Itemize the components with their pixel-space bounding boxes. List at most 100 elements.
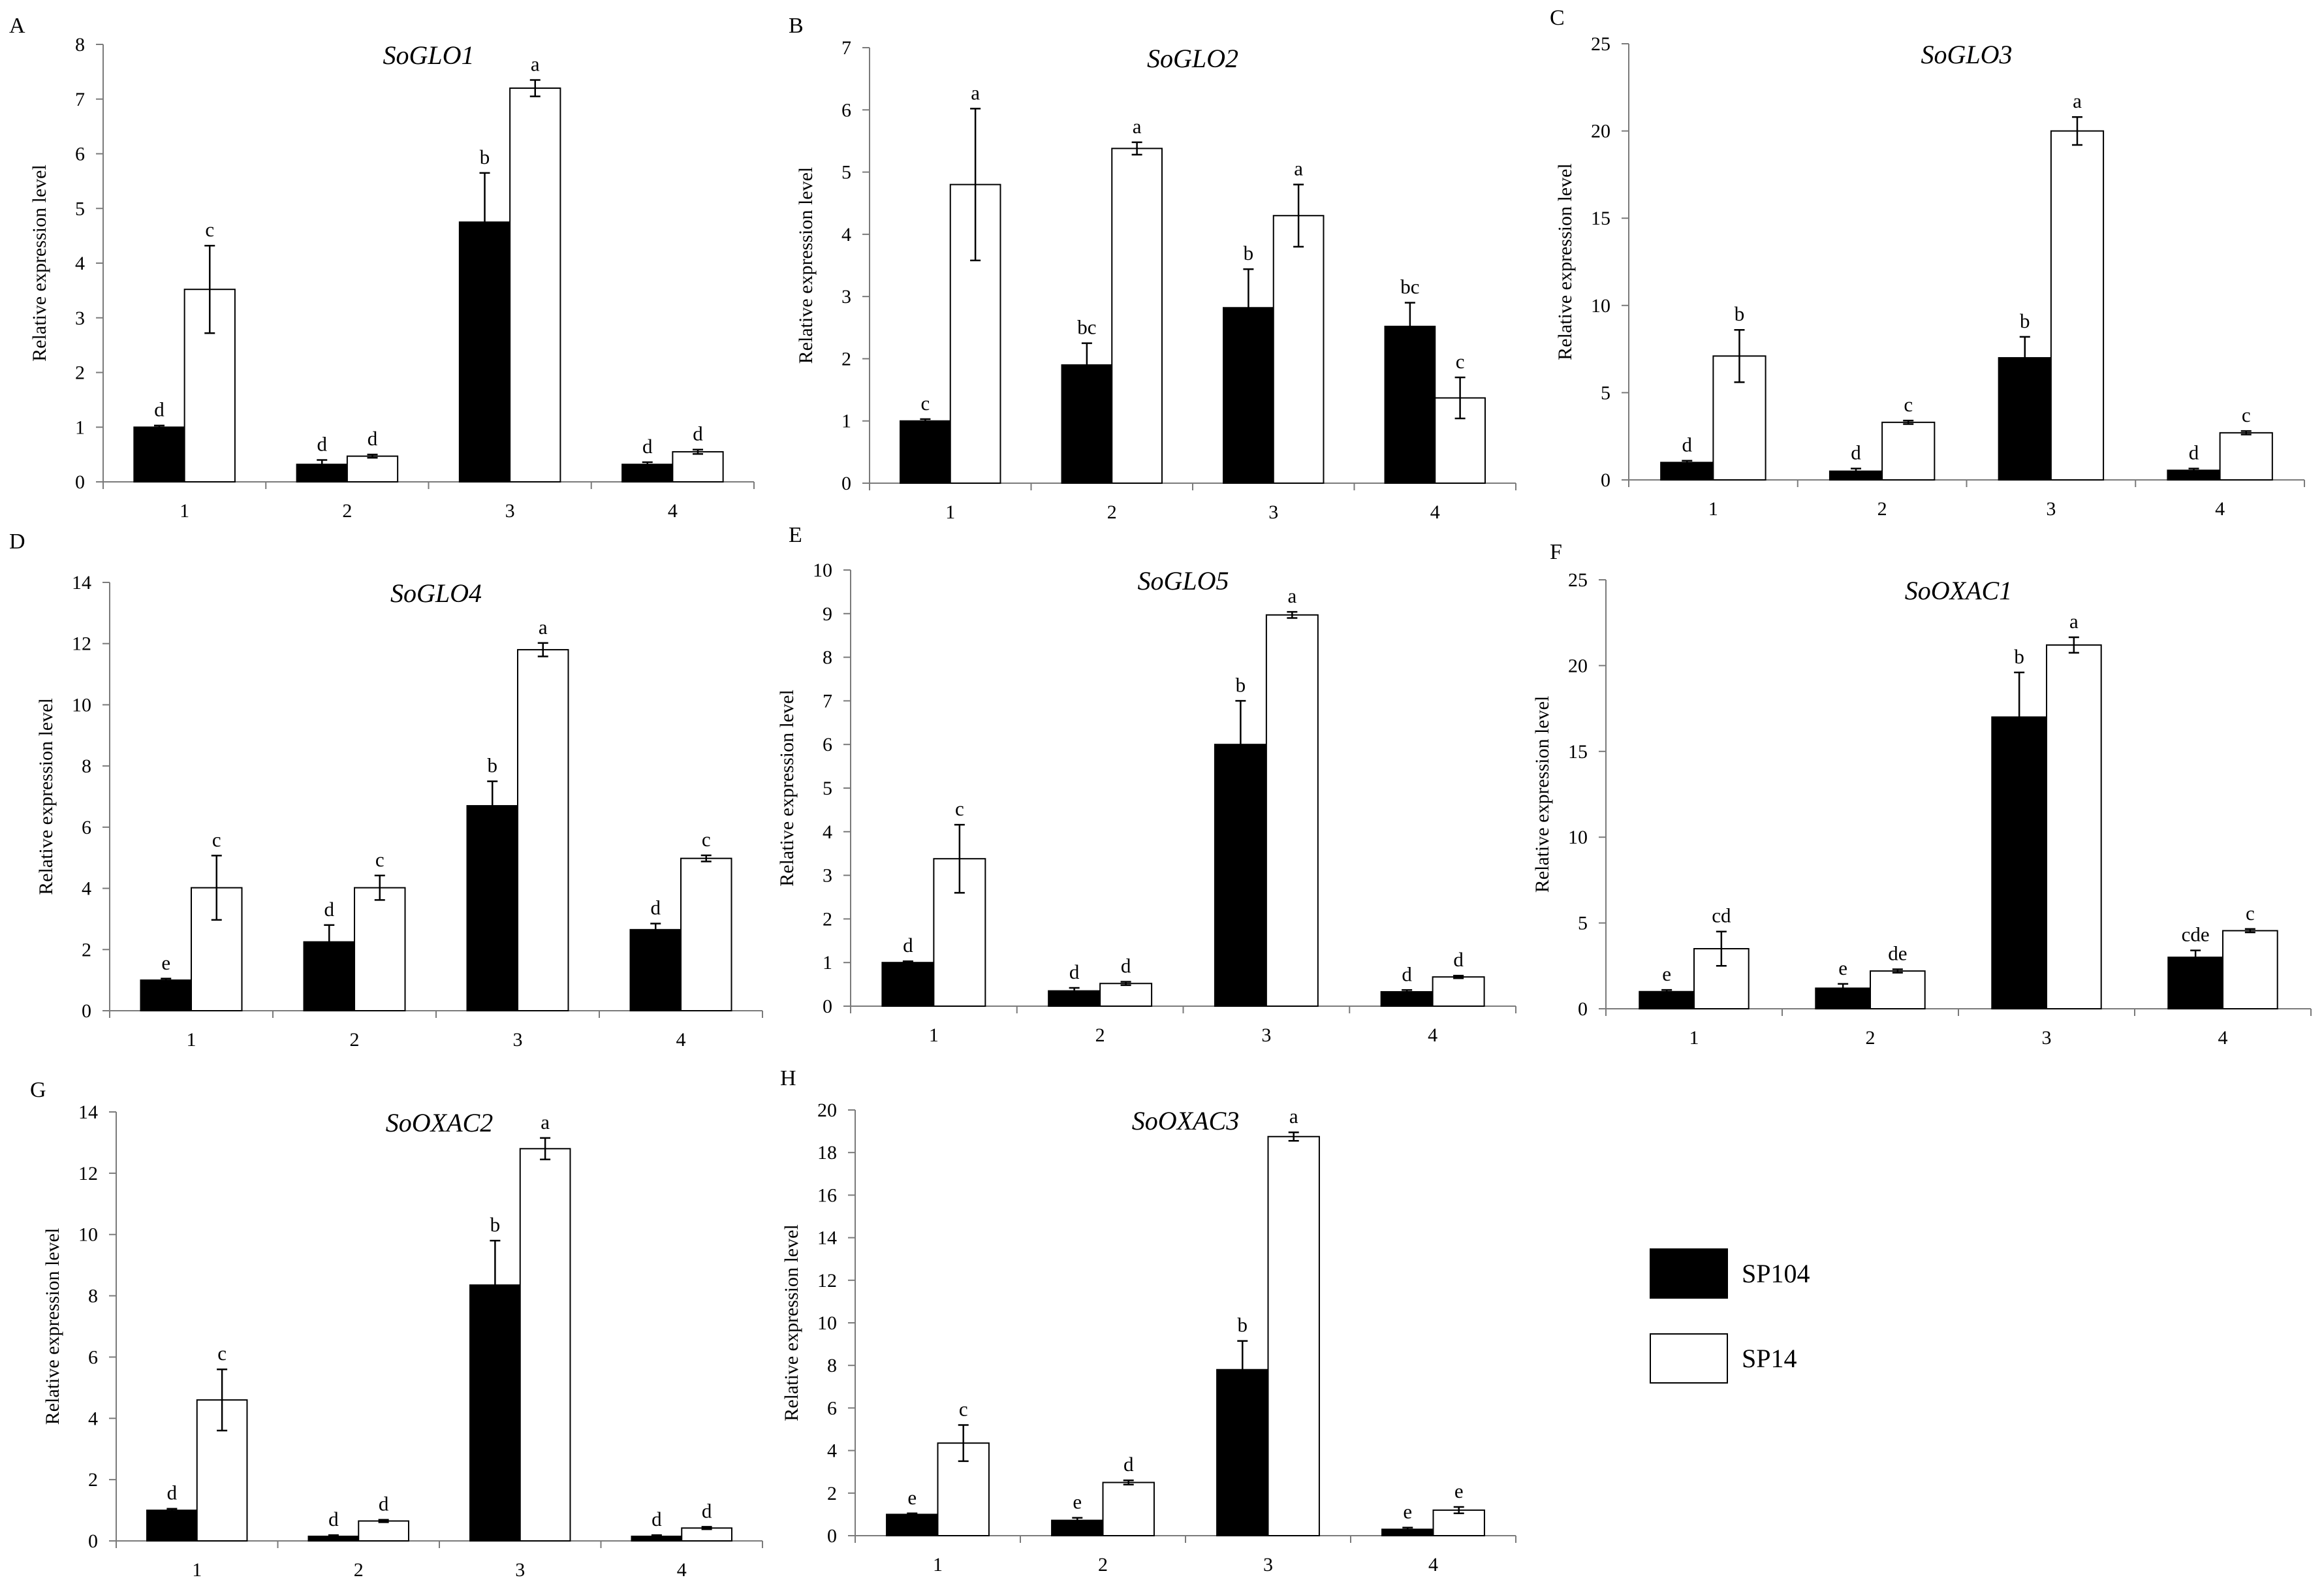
- panel-b-bar-sp104-1: [900, 420, 951, 484]
- panel-a-ytick-label: 3: [75, 308, 85, 329]
- panel-d-ytick-label: 2: [82, 939, 91, 960]
- panel-f-sig-label: c: [2246, 902, 2255, 925]
- panel-e-sig-label: d: [1453, 948, 1464, 971]
- panel-d-ytick-label: 0: [82, 1000, 91, 1022]
- panel-h-ytick-label: 18: [817, 1142, 837, 1164]
- panel-g-ytick-label: 0: [88, 1530, 98, 1552]
- panel-c-sig-label: c: [1904, 393, 1913, 416]
- panel-c-ytick-label: 15: [1591, 208, 1610, 229]
- panel-d-bar-sp14-3: [517, 649, 569, 1011]
- panel-g-ytick-label: 4: [88, 1408, 98, 1429]
- panel-e-ylabel: Relative expression level: [776, 689, 798, 887]
- panel-h-bar-sp14-2: [1102, 1481, 1155, 1536]
- panel-e-sig-label: a: [1287, 584, 1296, 607]
- panel-c-bar-sp14-3: [2050, 130, 2105, 481]
- panel-b-sig-label: c: [1456, 350, 1465, 373]
- panel-h-sig-label: d: [1123, 1453, 1134, 1476]
- panel-c-sig-label: a: [2073, 89, 2082, 112]
- panel-a-sig-label: c: [205, 218, 214, 241]
- panel-h-bar-sp14-4: [1432, 1509, 1485, 1536]
- panel-a-title: SoGLO1: [383, 40, 474, 70]
- panel-f-xtick-label: 1: [1689, 1027, 1699, 1049]
- panel-f-ytick-label: 0: [1578, 998, 1588, 1020]
- panel-g-sig-label: d: [328, 1508, 339, 1530]
- panel-f-xtick-label: 3: [2042, 1027, 2052, 1049]
- panel-g-ylabel: Relative expression level: [42, 1228, 63, 1425]
- panel-d-sig-label: e: [161, 951, 170, 974]
- panel-d-bar-sp14-2: [354, 887, 406, 1011]
- panel-d-ytick-label: 4: [82, 878, 91, 900]
- panel-d-sig-label: c: [702, 828, 711, 851]
- panel-h-sig-label: e: [1403, 1500, 1412, 1523]
- panel-d-sig-label: c: [375, 848, 385, 871]
- panel-h-sig-label: b: [1238, 1314, 1248, 1337]
- panel-a-bar-sp14-2: [346, 455, 399, 483]
- panel-a-bar-sp14-4: [672, 451, 724, 483]
- panel-f-sig-label: cd: [1712, 904, 1731, 927]
- panel-f-bar-sp104-4: [2167, 957, 2224, 1010]
- panel-f-xtick-label: 4: [2218, 1027, 2228, 1049]
- panel-a-xtick-label: 1: [180, 500, 189, 522]
- panel-a-bar-sp104-1: [133, 426, 185, 483]
- panel-d-sig-label: d: [651, 896, 661, 919]
- panel-f-sig-label: b: [2014, 645, 2024, 668]
- panel-d-ytick-label: 10: [72, 694, 91, 716]
- panel-a: A SoGLO1 Relative expression level 0 1 2 3 4 5 6 7…: [9, 14, 755, 522]
- panel-e-ytick-label: 1: [823, 952, 832, 974]
- panel-g-ytick-label: 10: [78, 1224, 98, 1246]
- panel-d-sig-label: a: [539, 616, 548, 639]
- panel-h-bar-sp14-3: [1267, 1135, 1320, 1536]
- panel-g-letter: G: [30, 1078, 46, 1102]
- panel-a-sig-label: d: [368, 427, 378, 450]
- panel-h-xtick-label: 4: [1428, 1554, 1438, 1576]
- panel-a-ytick-label: 5: [75, 198, 85, 219]
- panel-g-sig-label: b: [490, 1213, 501, 1236]
- panel-h-sig-label: e: [907, 1486, 917, 1509]
- panel-d-xtick-label: 4: [676, 1029, 686, 1051]
- panel-e-ytick-label: 4: [823, 821, 832, 843]
- panel-c-letter: C: [1550, 6, 1565, 30]
- panel-f-sig-label: e: [1662, 962, 1671, 985]
- panel-c-bar-sp14-2: [1881, 421, 1936, 481]
- panel-b-ytick-label: 1: [841, 411, 851, 432]
- panel-a-xtick-label: 4: [668, 500, 678, 522]
- panel-c-sig-label: b: [2020, 309, 2030, 332]
- panel-a-ytick-label: 4: [75, 253, 85, 274]
- panel-d-bar-sp14-1: [191, 887, 243, 1011]
- panel-e-bar-sp14-3: [1265, 614, 1319, 1007]
- panel-h-ytick-label: 20: [817, 1100, 837, 1121]
- panel-g-ytick-label: 12: [78, 1163, 98, 1184]
- panel-b-ylabel: Relative expression level: [795, 167, 817, 364]
- panel-a-sig-label: d: [642, 435, 653, 458]
- panel-a-sig-label: b: [480, 146, 490, 168]
- panel-c-xtick-label: 4: [2215, 498, 2225, 520]
- panel-d-sig-label: b: [488, 754, 498, 777]
- panel-b-ytick-label: 3: [841, 286, 851, 308]
- panel-h-ytick-label: 0: [827, 1525, 837, 1547]
- panel-h-title: SoOXAC3: [1132, 1106, 1239, 1135]
- legend-label-sp104: SP104: [1742, 1259, 1810, 1288]
- panel-b-sig-label: a: [971, 81, 980, 104]
- panel-g-ytick-label: 8: [88, 1286, 98, 1307]
- panel-g-xtick-label: 1: [192, 1559, 202, 1581]
- panel-d-bar-sp104-4: [629, 928, 682, 1012]
- panel-b-sig-label: bc: [1400, 276, 1419, 298]
- panel-a-sig-label: d: [154, 398, 165, 421]
- panel-e-sig-label: d: [1121, 955, 1131, 977]
- panel-f-sig-label: e: [1838, 957, 1847, 979]
- panel-d-xtick-label: 3: [513, 1029, 523, 1051]
- panel-c-xtick-label: 2: [1877, 498, 1887, 520]
- panel-b-ytick-label: 7: [841, 37, 851, 59]
- legend: SP104 SP14: [1650, 1248, 1810, 1384]
- panel-e-bar-sp14-4: [1432, 976, 1485, 1007]
- legend-swatch-sp104: [1650, 1248, 1728, 1299]
- panel-a-ytick-label: 7: [75, 89, 85, 110]
- panel-h-ylabel: Relative expression level: [781, 1224, 802, 1421]
- panel-e-ytick-label: 10: [813, 560, 832, 581]
- panel-e-ytick-label: 8: [823, 647, 832, 669]
- panel-f-ytick-label: 25: [1568, 569, 1588, 591]
- panel-g-title: SoOXAC2: [386, 1108, 493, 1137]
- panel-a-letter: A: [9, 14, 25, 38]
- panel-e-sig-label: c: [955, 797, 964, 820]
